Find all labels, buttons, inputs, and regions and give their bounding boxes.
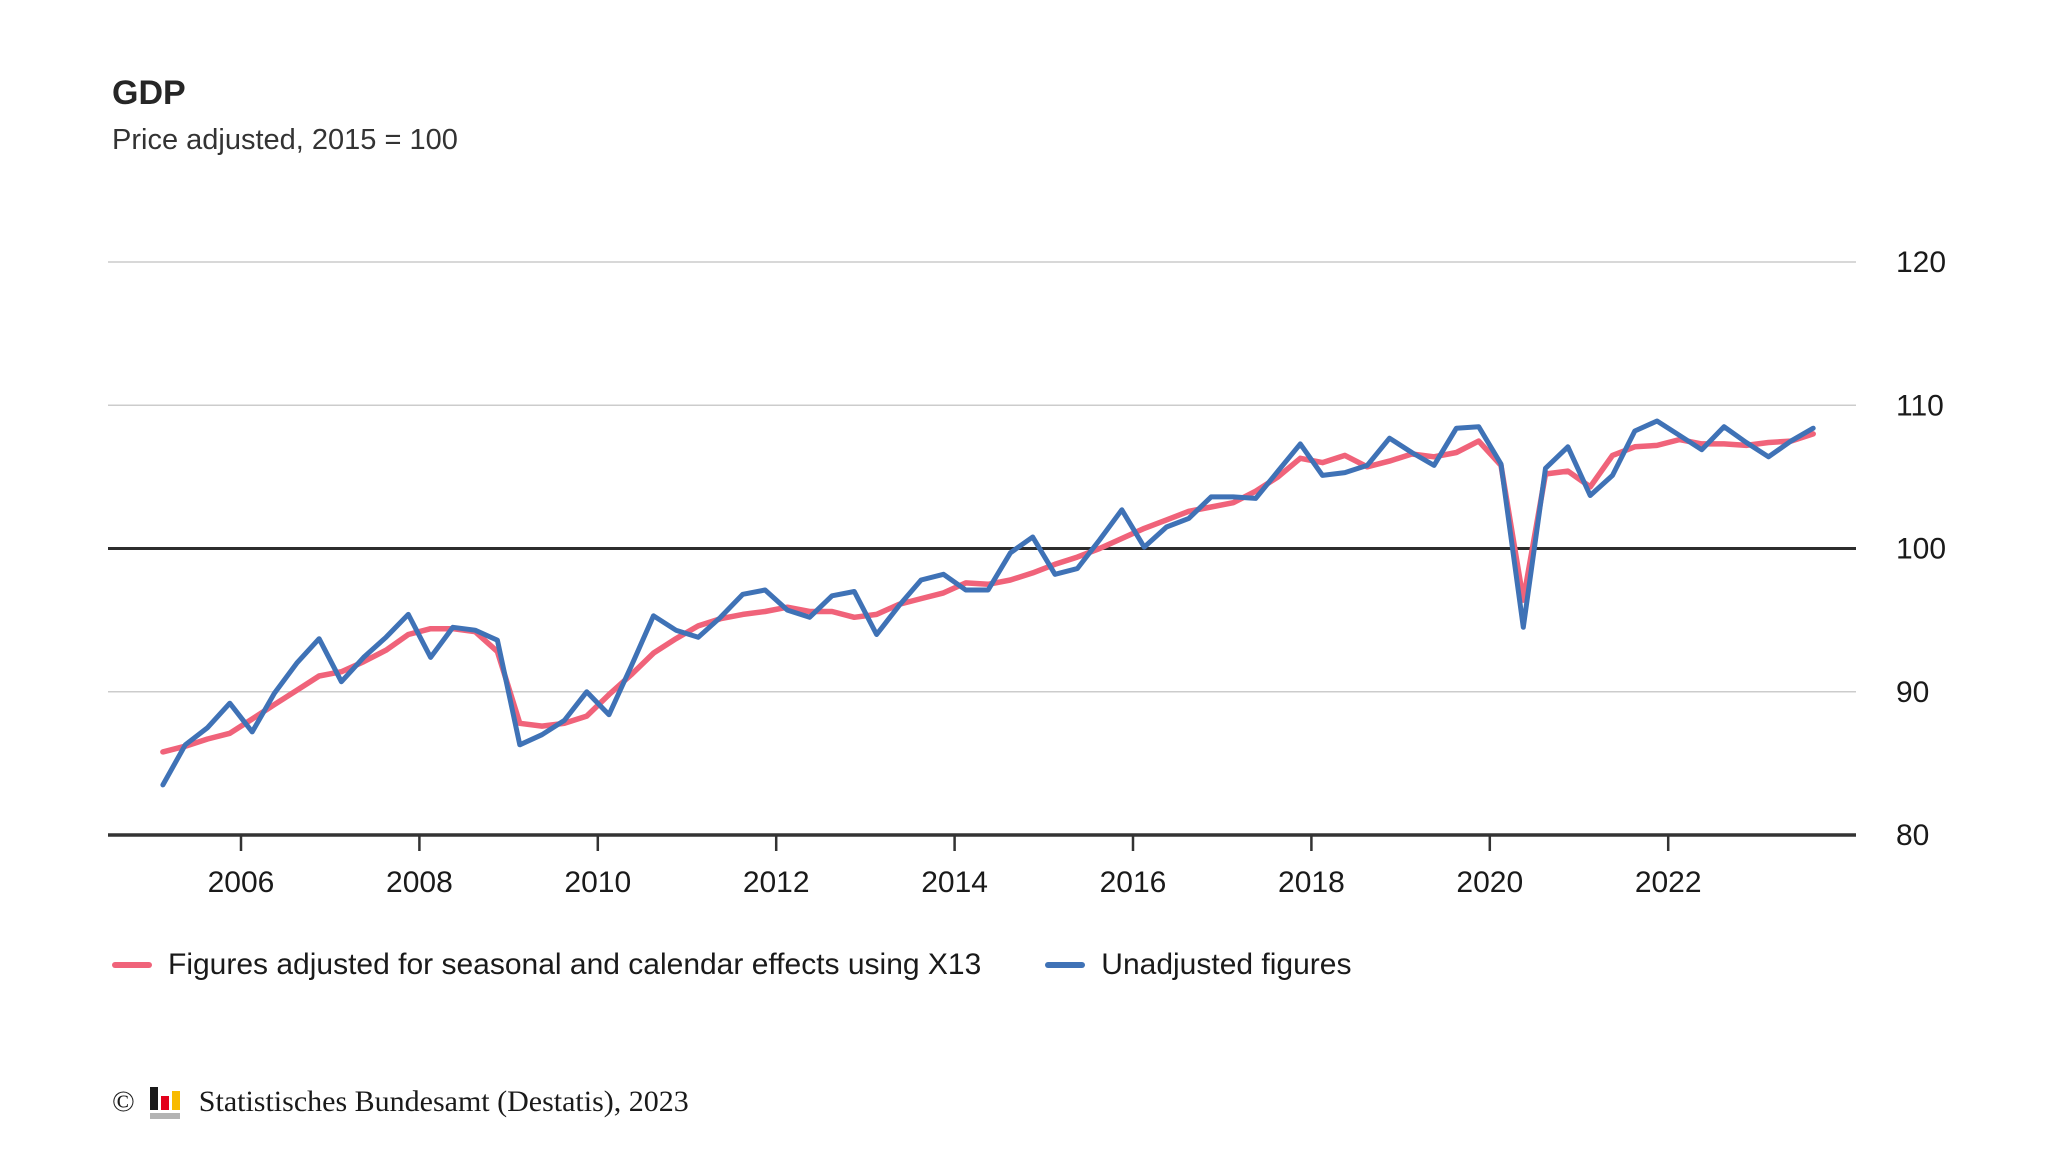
x-tick-label-2020: 2020 (1456, 866, 1523, 899)
y-tick-label-100: 100 (1896, 533, 1946, 566)
y-tick-label-80: 80 (1896, 819, 1929, 852)
source-text: Statistisches Bundesamt (Destatis), 2023 (198, 1085, 689, 1118)
x-tick-label-2008: 2008 (386, 866, 453, 899)
y-tick-label-120: 120 (1896, 246, 1946, 279)
x-tick-label-2006: 2006 (208, 866, 275, 899)
x-tick-label-2022: 2022 (1635, 866, 1702, 899)
x-tick-label-2012: 2012 (743, 866, 810, 899)
copyright-symbol: © (112, 1085, 135, 1118)
legend-item-unadjusted: Unadjusted figures (1045, 948, 1351, 982)
source-line: © Statistisches Bundesamt (Destatis), 20… (112, 1082, 689, 1122)
adjusted-legend-label: Figures adjusted for seasonal and calend… (168, 948, 982, 981)
adjusted-line-swatch (112, 962, 152, 968)
x-tick-label-2010: 2010 (564, 866, 631, 899)
legend: Figures adjusted for seasonal and calend… (112, 948, 1351, 982)
series-lines (160, 418, 1816, 788)
unadjusted-legend-label: Unadjusted figures (1101, 948, 1352, 981)
page-title: GDP (112, 74, 186, 112)
x-tick-label-2016: 2016 (1100, 866, 1167, 899)
y-tick-label-90: 90 (1896, 676, 1929, 709)
legend-item-adjusted: Figures adjusted for seasonal and calend… (112, 948, 981, 982)
unadjusted-line (160, 418, 1816, 788)
destatis-bar-chart-icon (149, 1087, 180, 1119)
x-axis: 2006 2008 2010 2012 2014 2016 2018 2020 2022 (208, 835, 1702, 899)
unadjusted-line-swatch (1045, 962, 1086, 968)
y-axis-labels: 120 110 100 90 80 (1896, 246, 1946, 852)
y-tick-label-110: 110 (1896, 389, 1944, 422)
adjusted-line (160, 431, 1816, 755)
gridlines (108, 261, 1856, 837)
chart-subtitle: Price adjusted, 2015 = 100 (112, 124, 458, 156)
x-tick-label-2018: 2018 (1278, 866, 1345, 899)
x-tick-label-2014: 2014 (921, 866, 988, 899)
